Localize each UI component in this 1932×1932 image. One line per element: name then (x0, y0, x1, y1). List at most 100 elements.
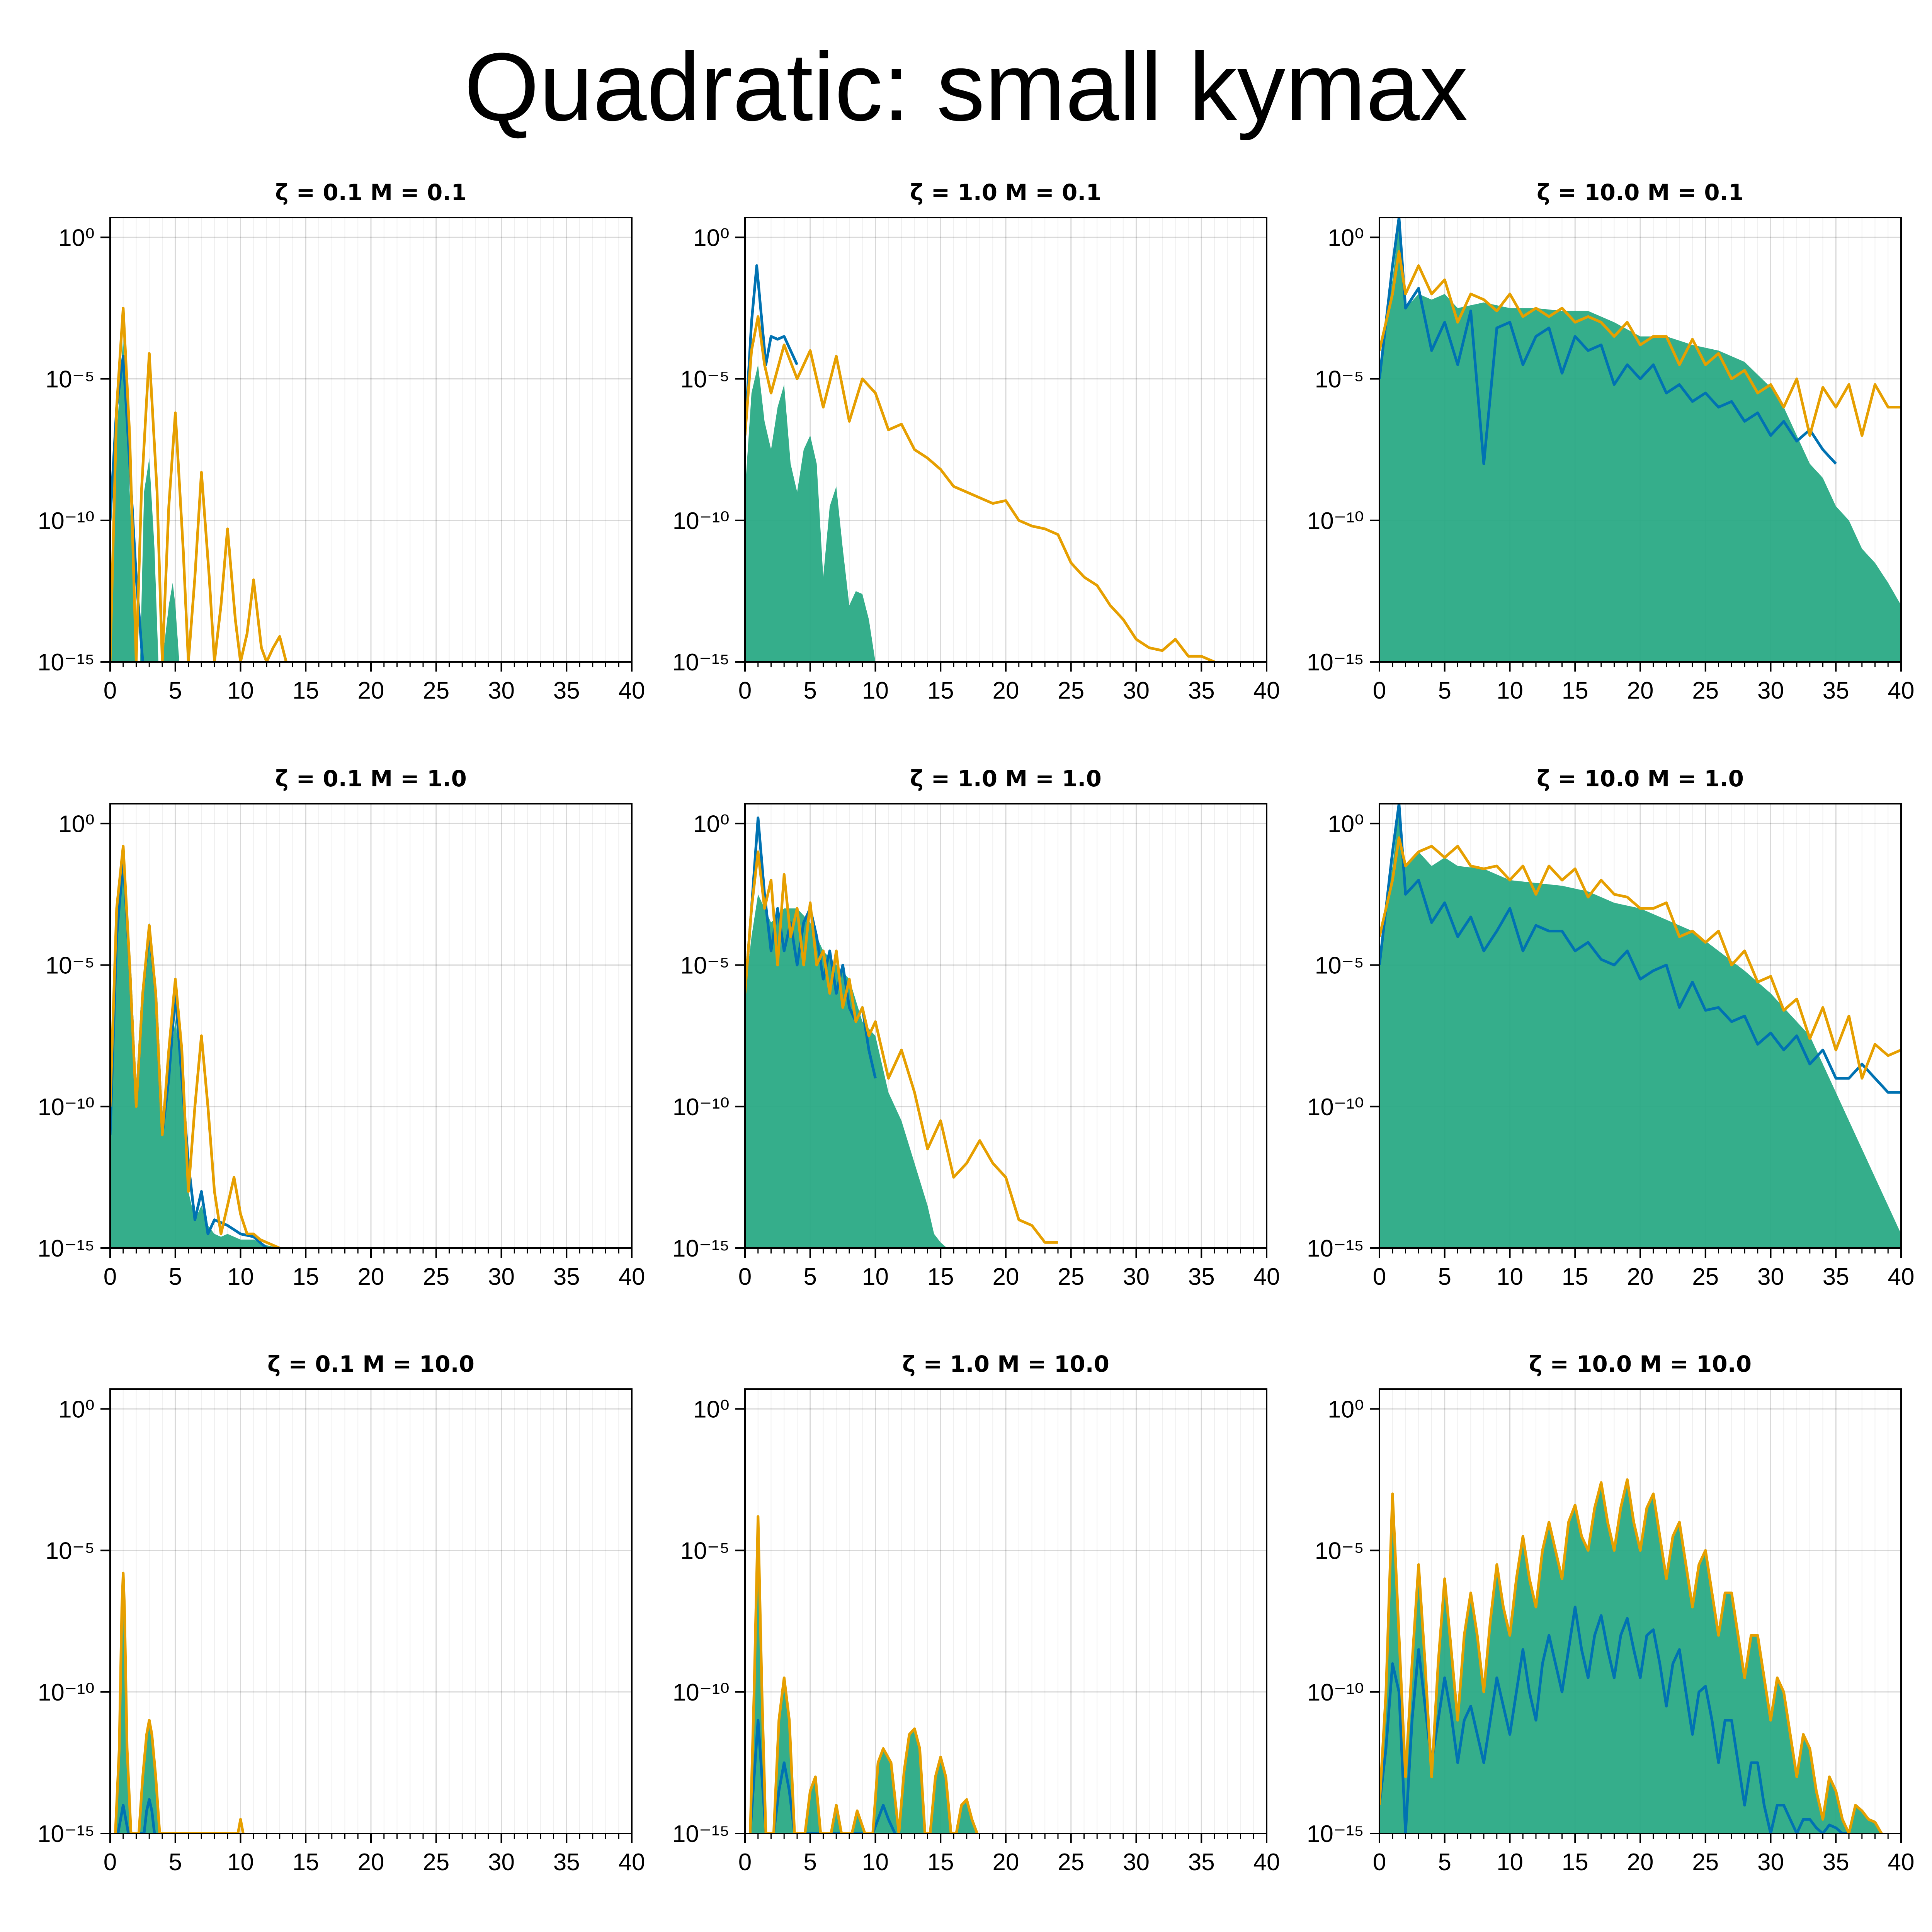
panel-title: ζ = 10.0 M = 1.0 (1537, 765, 1744, 792)
x-tick-label: 5 (804, 1849, 817, 1876)
y-tick-label: 10⁻¹⁵ (1307, 649, 1364, 676)
y-tick-label: 10⁻¹⁰ (1307, 508, 1364, 534)
x-tick-label: 30 (488, 1849, 515, 1876)
x-tick-label: 30 (1123, 1264, 1150, 1290)
y-tick-label: 10⁻¹⁵ (37, 1235, 95, 1262)
x-tick-label: 5 (804, 677, 817, 704)
x-tick-label: 10 (862, 1849, 889, 1876)
x-tick-label: 5 (1438, 1849, 1451, 1876)
series-group (745, 264, 1215, 662)
panel-6: 0 5 10 15 20 25 30 35 40 10⁰ 10⁻⁵ 10⁻¹⁰ 10⁻¹⁵ ζ = 10.… (1307, 765, 1915, 1290)
x-tick-label: 5 (169, 1849, 182, 1876)
series-line-blue (116, 1798, 156, 1833)
x-tick-label: 10 (1497, 1264, 1523, 1290)
panel-5: 0 5 10 15 20 25 30 35 40 10⁰ 10⁻⁵ 10⁻¹⁰ 10⁻¹⁵ ζ = 1.0… (672, 765, 1280, 1290)
panel-2: 0 5 10 15 20 25 30 35 40 10⁰ 10⁻⁵ 10⁻¹⁰ 10⁻¹⁵ ζ = 1.0… (672, 179, 1280, 704)
y-tick-label: 10⁻¹⁵ (1307, 1235, 1364, 1262)
x-tick-label: 0 (104, 1264, 117, 1290)
x-tick-label: 15 (1562, 1849, 1588, 1876)
series-line-orange (745, 850, 1058, 1244)
x-tick-label: 30 (1757, 1849, 1784, 1876)
x-tick-label: 5 (1438, 1264, 1451, 1290)
grid (109, 1389, 633, 1834)
x-tick-label: 10 (227, 677, 254, 704)
series-area (745, 894, 947, 1248)
y-tick-label: 10⁻¹⁰ (673, 1679, 730, 1706)
y-tick-label: 10⁻⁵ (46, 952, 95, 979)
x-tick-label: 35 (553, 1264, 580, 1290)
series-area (1379, 1480, 1882, 1833)
x-tick-label: 30 (1757, 1264, 1784, 1290)
series-group (745, 816, 1058, 1248)
x-tick-label: 40 (1888, 677, 1915, 704)
panel-4: 0 5 10 15 20 25 30 35 40 10⁰ 10⁻⁵ 10⁻¹⁰ 10⁻¹⁵ ζ = 0.1… (37, 765, 645, 1290)
series-line-orange (110, 306, 287, 662)
x-tick-label: 30 (488, 677, 515, 704)
series-line-blue (1379, 804, 1901, 1094)
x-tick-label: 30 (1123, 1849, 1150, 1876)
x-tick-label: 25 (423, 1264, 449, 1290)
y-tick-label: 10⁻¹⁰ (673, 1094, 730, 1121)
x-tick-label: 25 (1058, 1264, 1084, 1290)
x-tick-label: 35 (1823, 1849, 1849, 1876)
y-tick-label: 10⁻¹⁰ (38, 508, 95, 534)
y-tick-label: 10⁰ (58, 224, 95, 251)
panel-3: 0 5 10 15 20 25 30 35 40 10⁰ 10⁻⁵ 10⁻¹⁰ 10⁻¹⁵ ζ = 10.… (1307, 179, 1915, 704)
y-tick-label: 10⁻⁵ (1315, 366, 1364, 393)
x-tick-label: 5 (169, 1264, 182, 1290)
x-tick-label: 0 (104, 1849, 117, 1876)
x-tick-label: 30 (1757, 677, 1784, 704)
series-group (1379, 804, 1901, 1248)
series-line-orange (114, 1571, 245, 1833)
series-line-blue (1379, 1605, 1849, 1833)
x-tick-label: 5 (1438, 677, 1451, 704)
panel-9: 0 5 10 15 20 25 30 35 40 10⁰ 10⁻⁵ 10⁻¹⁰ 10⁻¹⁵ ζ = 10.… (1307, 1351, 1915, 1876)
y-tick-label: 10⁰ (58, 811, 95, 837)
x-tick-label: 40 (1888, 1849, 1915, 1876)
series-group (114, 1571, 245, 1833)
series-group (1379, 1478, 1883, 1833)
y-tick-label: 10⁻⁵ (680, 1538, 730, 1565)
x-tick-label: 25 (1058, 677, 1084, 704)
y-tick-label: 10⁻¹⁵ (1307, 1821, 1364, 1847)
series-group (749, 1515, 979, 1833)
series-area (110, 866, 280, 1248)
x-tick-label: 15 (1562, 677, 1588, 704)
y-tick-label: 10⁰ (1328, 224, 1364, 251)
x-tick-label: 10 (227, 1849, 254, 1876)
x-tick-label: 25 (1692, 1264, 1719, 1290)
x-tick-label: 20 (1627, 677, 1654, 704)
panel-1: 0 5 10 15 20 25 30 35 40 10⁰ 10⁻⁵ 10⁻¹⁰ 10⁻¹⁵ ζ = 0.1… (37, 179, 645, 704)
y-tick-label: 10⁻⁵ (680, 952, 730, 979)
x-tick-label: 15 (927, 1264, 954, 1290)
x-tick-label: 0 (1373, 1264, 1386, 1290)
y-tick-label: 10⁻¹⁵ (672, 1821, 730, 1847)
x-tick-label: 25 (1692, 677, 1719, 704)
y-tick-label: 10⁻¹⁰ (1307, 1679, 1364, 1706)
y-tick-label: 10⁰ (693, 811, 730, 837)
series-area (1379, 809, 1901, 1248)
series-group (110, 306, 287, 662)
x-tick-label: 0 (1373, 677, 1386, 704)
x-tick-label: 35 (1188, 1849, 1215, 1876)
x-tick-label: 10 (862, 677, 889, 704)
series-line-orange (1379, 1478, 1883, 1833)
y-tick-label: 10⁻¹⁰ (673, 508, 730, 534)
y-tick-label: 10⁻⁵ (46, 1538, 95, 1565)
series-group (110, 845, 281, 1248)
y-tick-label: 10⁻¹⁵ (37, 1821, 95, 1847)
series-line-orange (749, 1515, 979, 1833)
y-tick-label: 10⁻¹⁰ (1307, 1094, 1364, 1121)
y-tick-label: 10⁻¹⁵ (672, 649, 730, 676)
x-tick-label: 35 (1823, 677, 1849, 704)
y-tick-label: 10⁻¹⁰ (38, 1094, 95, 1121)
panel-title: ζ = 1.0 M = 1.0 (910, 765, 1102, 792)
x-tick-label: 35 (553, 1849, 580, 1876)
panel-title: ζ = 0.1 M = 10.0 (267, 1351, 474, 1377)
grid (109, 218, 633, 663)
x-tick-label: 35 (553, 677, 580, 704)
x-tick-label: 40 (1253, 1264, 1280, 1290)
series-line-orange (1379, 836, 1901, 1080)
x-tick-label: 20 (358, 1264, 384, 1290)
y-tick-label: 10⁰ (693, 224, 730, 251)
